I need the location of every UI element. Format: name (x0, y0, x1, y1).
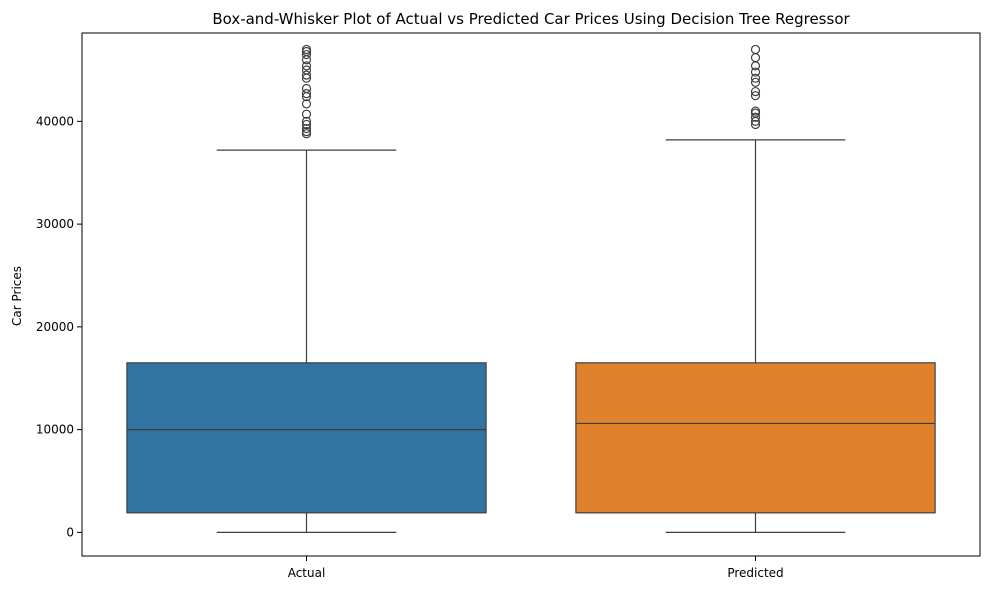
actual-box (126, 362, 487, 514)
predicted-outlier-point (750, 106, 761, 116)
actual-outlier-point (301, 119, 312, 130)
actual-outlier-point (301, 65, 312, 75)
predicted-outlier-point (750, 91, 761, 101)
x-tick-label-actual: Actual (288, 566, 326, 580)
y-axis-label: Car Prices (10, 266, 24, 326)
y-tick-label: 10000 (36, 423, 74, 437)
actual-outlier-point (301, 49, 312, 60)
plot-frame (81, 32, 981, 557)
actual-outlier-point (301, 61, 312, 71)
predicted-outlier-point (750, 73, 761, 83)
predicted-outlier-point (750, 119, 761, 130)
y-tick-label: 20000 (36, 320, 74, 334)
predicted-outlier-point (750, 53, 761, 63)
predicted-outlier-point (750, 86, 761, 97)
actual-outlier-point (301, 109, 312, 119)
predicted-outlier-point (750, 44, 761, 55)
actual-outlier-point (301, 44, 312, 55)
actual-outlier-point (301, 127, 312, 137)
actual-outlier-point (301, 83, 312, 94)
y-tick-label: 30000 (36, 217, 74, 231)
actual-outlier-point (301, 99, 312, 109)
actual-outlier-point (301, 70, 312, 80)
y-tick-label: 40000 (36, 114, 74, 128)
chart-title: Box-and-Whisker Plot of Actual vs Predic… (212, 10, 850, 28)
plot-area: 0 10000 20000 30000 40000 Actual Predicted (36, 44, 936, 580)
actual-outlier-point (301, 89, 312, 99)
actual-outlier-point (301, 116, 312, 126)
y-tick-label: 0 (66, 525, 74, 539)
predicted-outlier-point (750, 67, 761, 77)
predicted-outlier-point (750, 77, 761, 87)
actual-outlier-point (301, 123, 312, 134)
predicted-outlier-point (750, 61, 761, 71)
predicted-outlier-point (750, 112, 761, 122)
predicted-box (575, 362, 936, 514)
x-tick-label-predicted: Predicted (727, 566, 783, 580)
